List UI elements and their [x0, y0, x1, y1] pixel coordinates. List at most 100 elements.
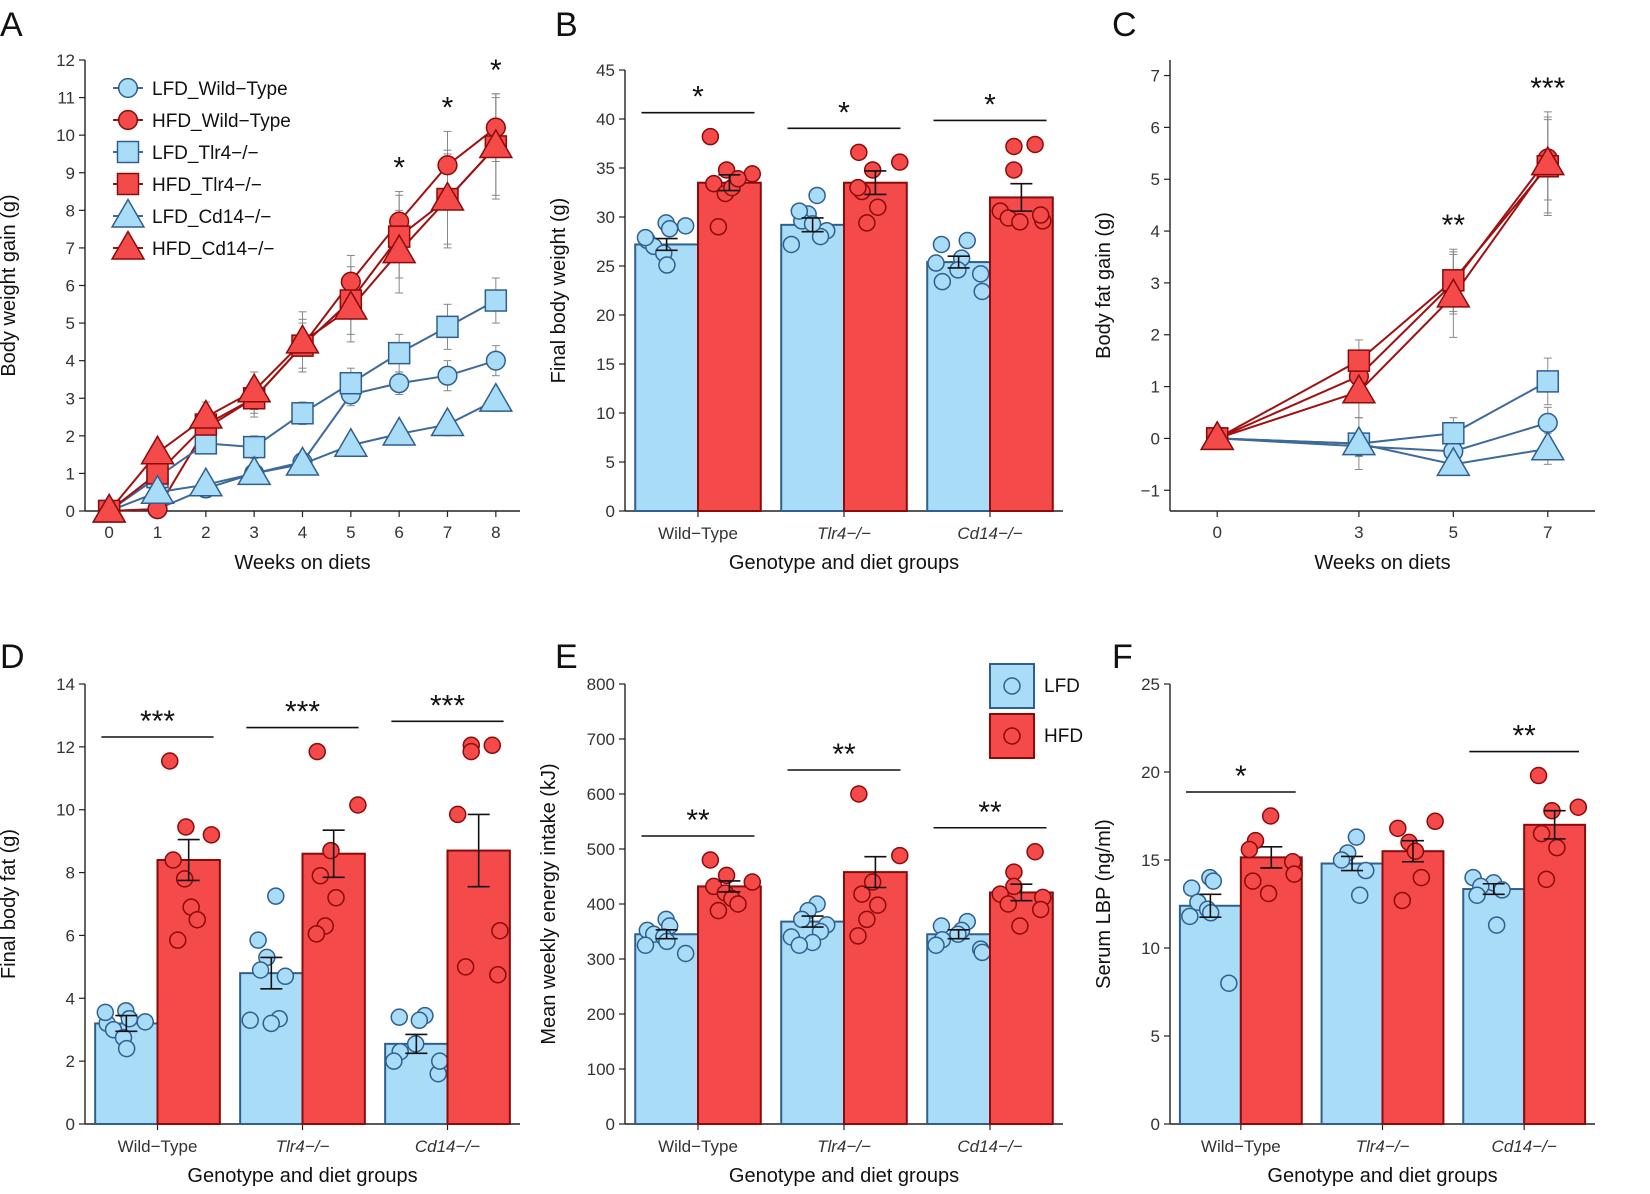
individual-point — [241, 1011, 259, 1030]
legend-label: LFD_Cd14−/− — [152, 207, 271, 228]
y-axis-title: Final body fat (g) — [0, 829, 20, 979]
legend-marker — [117, 109, 139, 131]
individual-point — [164, 851, 182, 869]
individual-point — [483, 736, 502, 755]
y-tick-label: 0 — [606, 502, 615, 521]
series-line-3 — [1216, 165, 1549, 440]
x-tick-label: 3 — [1354, 523, 1363, 542]
y-tick-label: 10 — [56, 126, 75, 145]
individual-point — [973, 943, 991, 962]
individual-point — [933, 272, 952, 291]
individual-point — [267, 887, 285, 905]
y-tick-label: 500 — [587, 840, 615, 859]
data-point — [140, 474, 175, 504]
panel-label: A — [0, 6, 23, 44]
bar-hfd — [1523, 823, 1587, 1125]
legend-label: HFD — [1044, 726, 1083, 747]
significance-marker: * — [984, 88, 996, 121]
legend-marker — [116, 172, 140, 196]
x-tick-label: Wild−Type — [118, 1137, 198, 1156]
individual-point — [188, 910, 206, 929]
bar-hfd — [697, 885, 762, 1126]
individual-point — [1406, 842, 1425, 860]
significance-marker: * — [1235, 760, 1247, 793]
individual-point — [793, 910, 811, 929]
y-axis-title: Body weight gain (g) — [0, 194, 20, 376]
y-tick-label: 14 — [56, 675, 75, 694]
y-tick-label: 8 — [66, 201, 75, 220]
y-tick-label: 4 — [1151, 222, 1160, 241]
data-point — [1347, 349, 1371, 372]
y-tick-label: 300 — [587, 950, 615, 969]
y-tick-label: 1 — [1151, 378, 1160, 397]
data-point — [285, 446, 320, 476]
individual-point — [385, 1052, 403, 1070]
panel-label: F — [1112, 638, 1133, 676]
series-line-4 — [1217, 437, 1548, 466]
individual-point — [973, 282, 991, 301]
x-tick-label: Cd14−/− — [957, 1137, 1022, 1156]
x-axis-title: Genotype and diet groups — [729, 552, 959, 574]
data-point — [437, 155, 458, 176]
y-tick-label: 700 — [587, 730, 615, 749]
individual-point — [676, 217, 695, 235]
individual-point — [456, 958, 475, 976]
legend-swatch-hfd — [989, 713, 1035, 759]
individual-point — [276, 967, 295, 986]
data-point — [242, 435, 266, 459]
individual-point — [1204, 872, 1223, 890]
individual-point — [1005, 161, 1023, 179]
y-tick-label: 0 — [66, 502, 75, 521]
individual-point — [1426, 812, 1444, 831]
data-point — [285, 323, 320, 354]
y-tick-label: −1 — [1141, 481, 1160, 500]
significance-marker: ** — [1512, 720, 1536, 753]
individual-point — [658, 256, 676, 274]
significance-marker: *** — [1530, 72, 1565, 105]
y-tick-label: 0 — [1151, 429, 1160, 448]
y-tick-label: 5 — [1151, 1027, 1160, 1046]
x-tick-label: 2 — [201, 523, 210, 542]
x-tick-label: 6 — [394, 523, 403, 542]
y-tick-label: 20 — [596, 306, 615, 325]
individual-point — [349, 796, 367, 814]
x-tick-label: 3 — [249, 523, 258, 542]
individual-point — [729, 170, 747, 188]
data-point — [340, 271, 361, 292]
data-point — [437, 365, 458, 386]
data-point — [333, 427, 369, 457]
individual-point — [790, 936, 809, 954]
y-tick-label: 45 — [596, 61, 615, 80]
y-tick-label: 0 — [606, 1115, 615, 1134]
individual-point — [676, 944, 695, 963]
individual-point — [869, 198, 887, 216]
significance-marker: * — [838, 96, 850, 129]
individual-point — [1261, 807, 1280, 825]
significance-marker: ** — [1442, 209, 1466, 242]
individual-point — [177, 818, 195, 836]
data-point — [484, 289, 508, 312]
x-tick-label: 8 — [491, 523, 500, 542]
y-tick-label: 7 — [66, 239, 75, 258]
data-point — [478, 382, 514, 412]
y-tick-label: 2 — [66, 427, 75, 446]
individual-point — [136, 1013, 154, 1031]
y-tick-label: 10 — [56, 801, 75, 820]
data-point — [1199, 420, 1235, 451]
legend-label: LFD — [1044, 676, 1080, 697]
bar-hfd — [1239, 856, 1303, 1125]
bar-lfd — [239, 972, 304, 1126]
bar-hfd — [697, 181, 762, 512]
individual-point — [729, 895, 747, 913]
legend-label: LFD_Tlr4−/− — [152, 143, 259, 164]
individual-point — [491, 921, 509, 940]
individual-point — [717, 866, 736, 885]
individual-point — [462, 742, 480, 761]
y-tick-label: 15 — [596, 355, 615, 374]
individual-point — [117, 1039, 136, 1058]
legend-label: LFD_Wild−Type — [152, 79, 288, 100]
y-tick-label: 8 — [66, 864, 75, 883]
bar-lfd — [1320, 862, 1384, 1126]
y-tick-label: 200 — [587, 1005, 615, 1024]
series-line-5 — [1216, 163, 1549, 440]
